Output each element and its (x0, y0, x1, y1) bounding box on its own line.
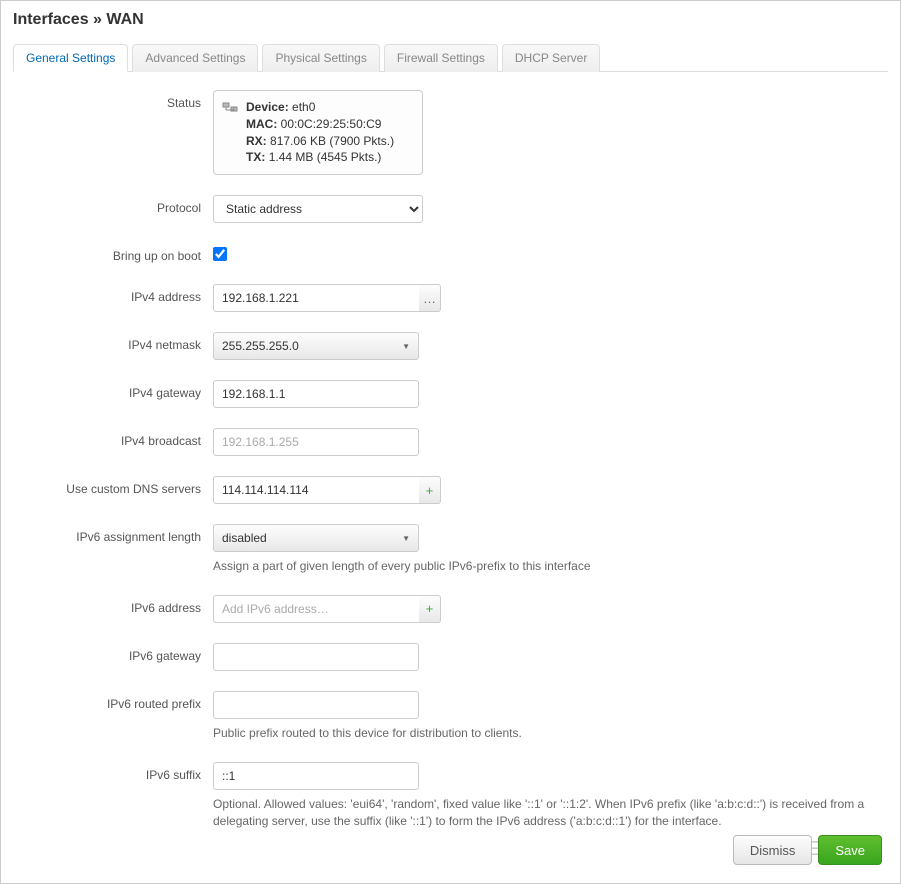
footer-buttons: Dismiss Save (733, 835, 882, 865)
mac-label: MAC: (246, 117, 277, 131)
ipv6-prefix-input[interactable] (213, 691, 419, 719)
network-icon (222, 99, 238, 115)
ipv6-prefix-label: IPv6 routed prefix (13, 691, 213, 711)
ipv4-address-more-button[interactable]: … (419, 284, 441, 312)
ipv4-broadcast-label: IPv4 broadcast (13, 428, 213, 448)
bringup-label: Bring up on boot (13, 243, 213, 263)
ipv4-address-label: IPv4 address (13, 284, 213, 304)
tabs-container: General Settings Advanced Settings Physi… (13, 43, 888, 72)
save-button[interactable]: Save (818, 835, 882, 865)
tab-firewall-settings[interactable]: Firewall Settings (384, 44, 498, 72)
chevron-down-icon: ▼ (402, 534, 410, 543)
ipv4-netmask-label: IPv4 netmask (13, 332, 213, 352)
ipv6-assign-label: IPv6 assignment length (13, 524, 213, 544)
dns-input[interactable] (213, 476, 419, 504)
device-value: eth0 (292, 100, 315, 114)
tab-physical-settings[interactable]: Physical Settings (262, 44, 379, 72)
tx-label: TX: (246, 150, 265, 164)
ipv6-suffix-help: Optional. Allowed values: 'eui64', 'rand… (213, 796, 873, 830)
dismiss-button[interactable]: Dismiss (733, 835, 813, 865)
ipv4-netmask-value: 255.255.255.0 (222, 339, 299, 353)
dns-label: Use custom DNS servers (13, 476, 213, 496)
status-label: Status (13, 90, 213, 110)
tab-general-settings[interactable]: General Settings (13, 44, 128, 72)
dns-add-button[interactable]: + (419, 476, 441, 504)
ipv6-assign-help: Assign a part of given length of every p… (213, 558, 873, 575)
status-box: Device: eth0 MAC: 00:0C:29:25:50:C9 RX: … (213, 90, 423, 175)
ipv4-gateway-label: IPv4 gateway (13, 380, 213, 400)
ipv6-prefix-help: Public prefix routed to this device for … (213, 725, 873, 742)
mac-value: 00:0C:29:25:50:C9 (281, 117, 382, 131)
tx-value: 1.44 MB (4545 Pkts.) (269, 150, 382, 164)
chevron-down-icon: ▼ (402, 342, 410, 351)
ipv6-suffix-label: IPv6 suffix (13, 762, 213, 782)
ipv6-assign-value: disabled (222, 531, 267, 545)
rx-label: RX: (246, 134, 267, 148)
ipv4-netmask-select[interactable]: 255.255.255.0 ▼ (213, 332, 419, 360)
bringup-checkbox[interactable] (213, 247, 227, 261)
rx-value: 817.06 KB (7900 Pkts.) (270, 134, 394, 148)
protocol-label: Protocol (13, 195, 213, 215)
protocol-select[interactable]: Static address (213, 195, 423, 223)
ipv6-address-add-button[interactable]: + (419, 595, 441, 623)
ipv6-address-input[interactable] (213, 595, 419, 623)
ipv4-address-input[interactable] (213, 284, 419, 312)
tab-dhcp-server[interactable]: DHCP Server (502, 44, 600, 72)
ipv6-gateway-label: IPv6 gateway (13, 643, 213, 663)
ipv6-assign-select[interactable]: disabled ▼ (213, 524, 419, 552)
page-title: Interfaces » WAN (13, 11, 888, 29)
ipv4-gateway-input[interactable] (213, 380, 419, 408)
ipv6-suffix-input[interactable] (213, 762, 419, 790)
device-label: Device: (246, 100, 289, 114)
ipv6-address-label: IPv6 address (13, 595, 213, 615)
ipv6-gateway-input[interactable] (213, 643, 419, 671)
ipv4-broadcast-input[interactable] (213, 428, 419, 456)
tab-advanced-settings[interactable]: Advanced Settings (132, 44, 258, 72)
